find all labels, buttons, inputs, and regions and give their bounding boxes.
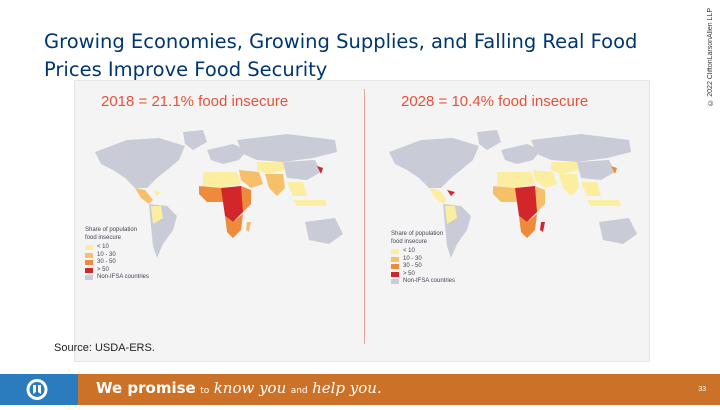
legend-2018: Share of population food insecure < 10 1… [85, 227, 149, 282]
legend-item: < 10 [391, 248, 455, 256]
north-america-shape [389, 138, 479, 188]
legend-item: > 50 [85, 267, 149, 275]
southern-africa-shape [519, 214, 537, 238]
korea-shape [317, 166, 323, 174]
korea-shape [611, 166, 617, 174]
source-note: Source: USDA-ERS. [54, 342, 155, 354]
south-america-insecure [445, 206, 457, 224]
indonesia-shape [587, 200, 621, 206]
legend-item: 10 - 30 [391, 256, 455, 264]
south-asia-shape [265, 174, 285, 196]
legend-2028: Share of population food insecure < 10 1… [391, 231, 455, 286]
legend-item: < 10 [85, 244, 149, 252]
europe-shape [207, 144, 247, 164]
map-heading-2018: 2018 = 21.1% food insecure [101, 93, 289, 110]
russia-shape [531, 134, 631, 162]
central-america-shape [429, 188, 447, 204]
legend-title: Share of population food insecure [391, 231, 444, 245]
madagascar-shape [540, 222, 545, 232]
page-number: 33 [698, 386, 706, 393]
central-asia-shape [257, 162, 285, 174]
company-logo [0, 374, 78, 405]
middle-east-shape [239, 170, 263, 188]
legend-item: Non-IFSA countries [85, 274, 149, 282]
south-america-insecure [151, 206, 163, 224]
central-america-shape [135, 188, 153, 204]
caribbean-shape [447, 190, 455, 196]
slide-title: Growing Economies, Growing Supplies, and… [44, 30, 638, 81]
greenland-shape [477, 130, 501, 150]
madagascar-shape [246, 222, 251, 232]
panel-divider [364, 89, 365, 344]
central-africa-shape [515, 186, 541, 222]
china-shape [283, 160, 321, 180]
north-america-shape [95, 138, 185, 188]
southern-africa-shape [225, 214, 243, 238]
legend-item: 10 - 30 [85, 252, 149, 260]
china-shape [577, 160, 615, 180]
legend-item: Non-IFSA countries [391, 278, 455, 286]
southeast-asia-shape [287, 182, 307, 196]
east-africa-shape [535, 186, 545, 212]
food-insecurity-figure: 2018 = 21.1% food insecure 2028 = 10.4% … [74, 80, 650, 362]
russia-shape [237, 134, 337, 162]
legend-title: Share of population food insecure [85, 227, 138, 241]
legend-item: 30 - 50 [391, 263, 455, 271]
north-africa-shape [497, 172, 535, 188]
greenland-shape [183, 130, 207, 150]
middle-east-shape [533, 170, 557, 188]
legend-item: 30 - 50 [85, 259, 149, 267]
west-africa-shape [493, 186, 519, 202]
map-heading-2028: 2028 = 10.4% food insecure [401, 93, 589, 110]
central-africa-shape [221, 186, 247, 222]
logo-icon [26, 379, 48, 400]
world-map-2028 [389, 130, 637, 258]
australia-shape [599, 218, 637, 244]
central-asia-shape [551, 162, 579, 174]
indonesia-shape [293, 200, 327, 206]
copyright-notice: © 2022 CliftonLarsonAllen LLP [707, 8, 714, 106]
australia-shape [305, 218, 343, 244]
footer-tagline: We promise to know you and help you. [96, 379, 382, 397]
footer-bar: We promise to know you and help you. 33 [0, 374, 720, 405]
europe-shape [501, 144, 541, 164]
west-africa-shape [199, 186, 225, 202]
world-map-2018 [95, 130, 343, 258]
east-africa-shape [241, 186, 251, 212]
legend-item: > 50 [391, 271, 455, 279]
north-africa-shape [203, 172, 241, 188]
caribbean-shape [153, 190, 161, 196]
south-asia-shape [559, 174, 579, 196]
southeast-asia-shape [581, 182, 601, 196]
